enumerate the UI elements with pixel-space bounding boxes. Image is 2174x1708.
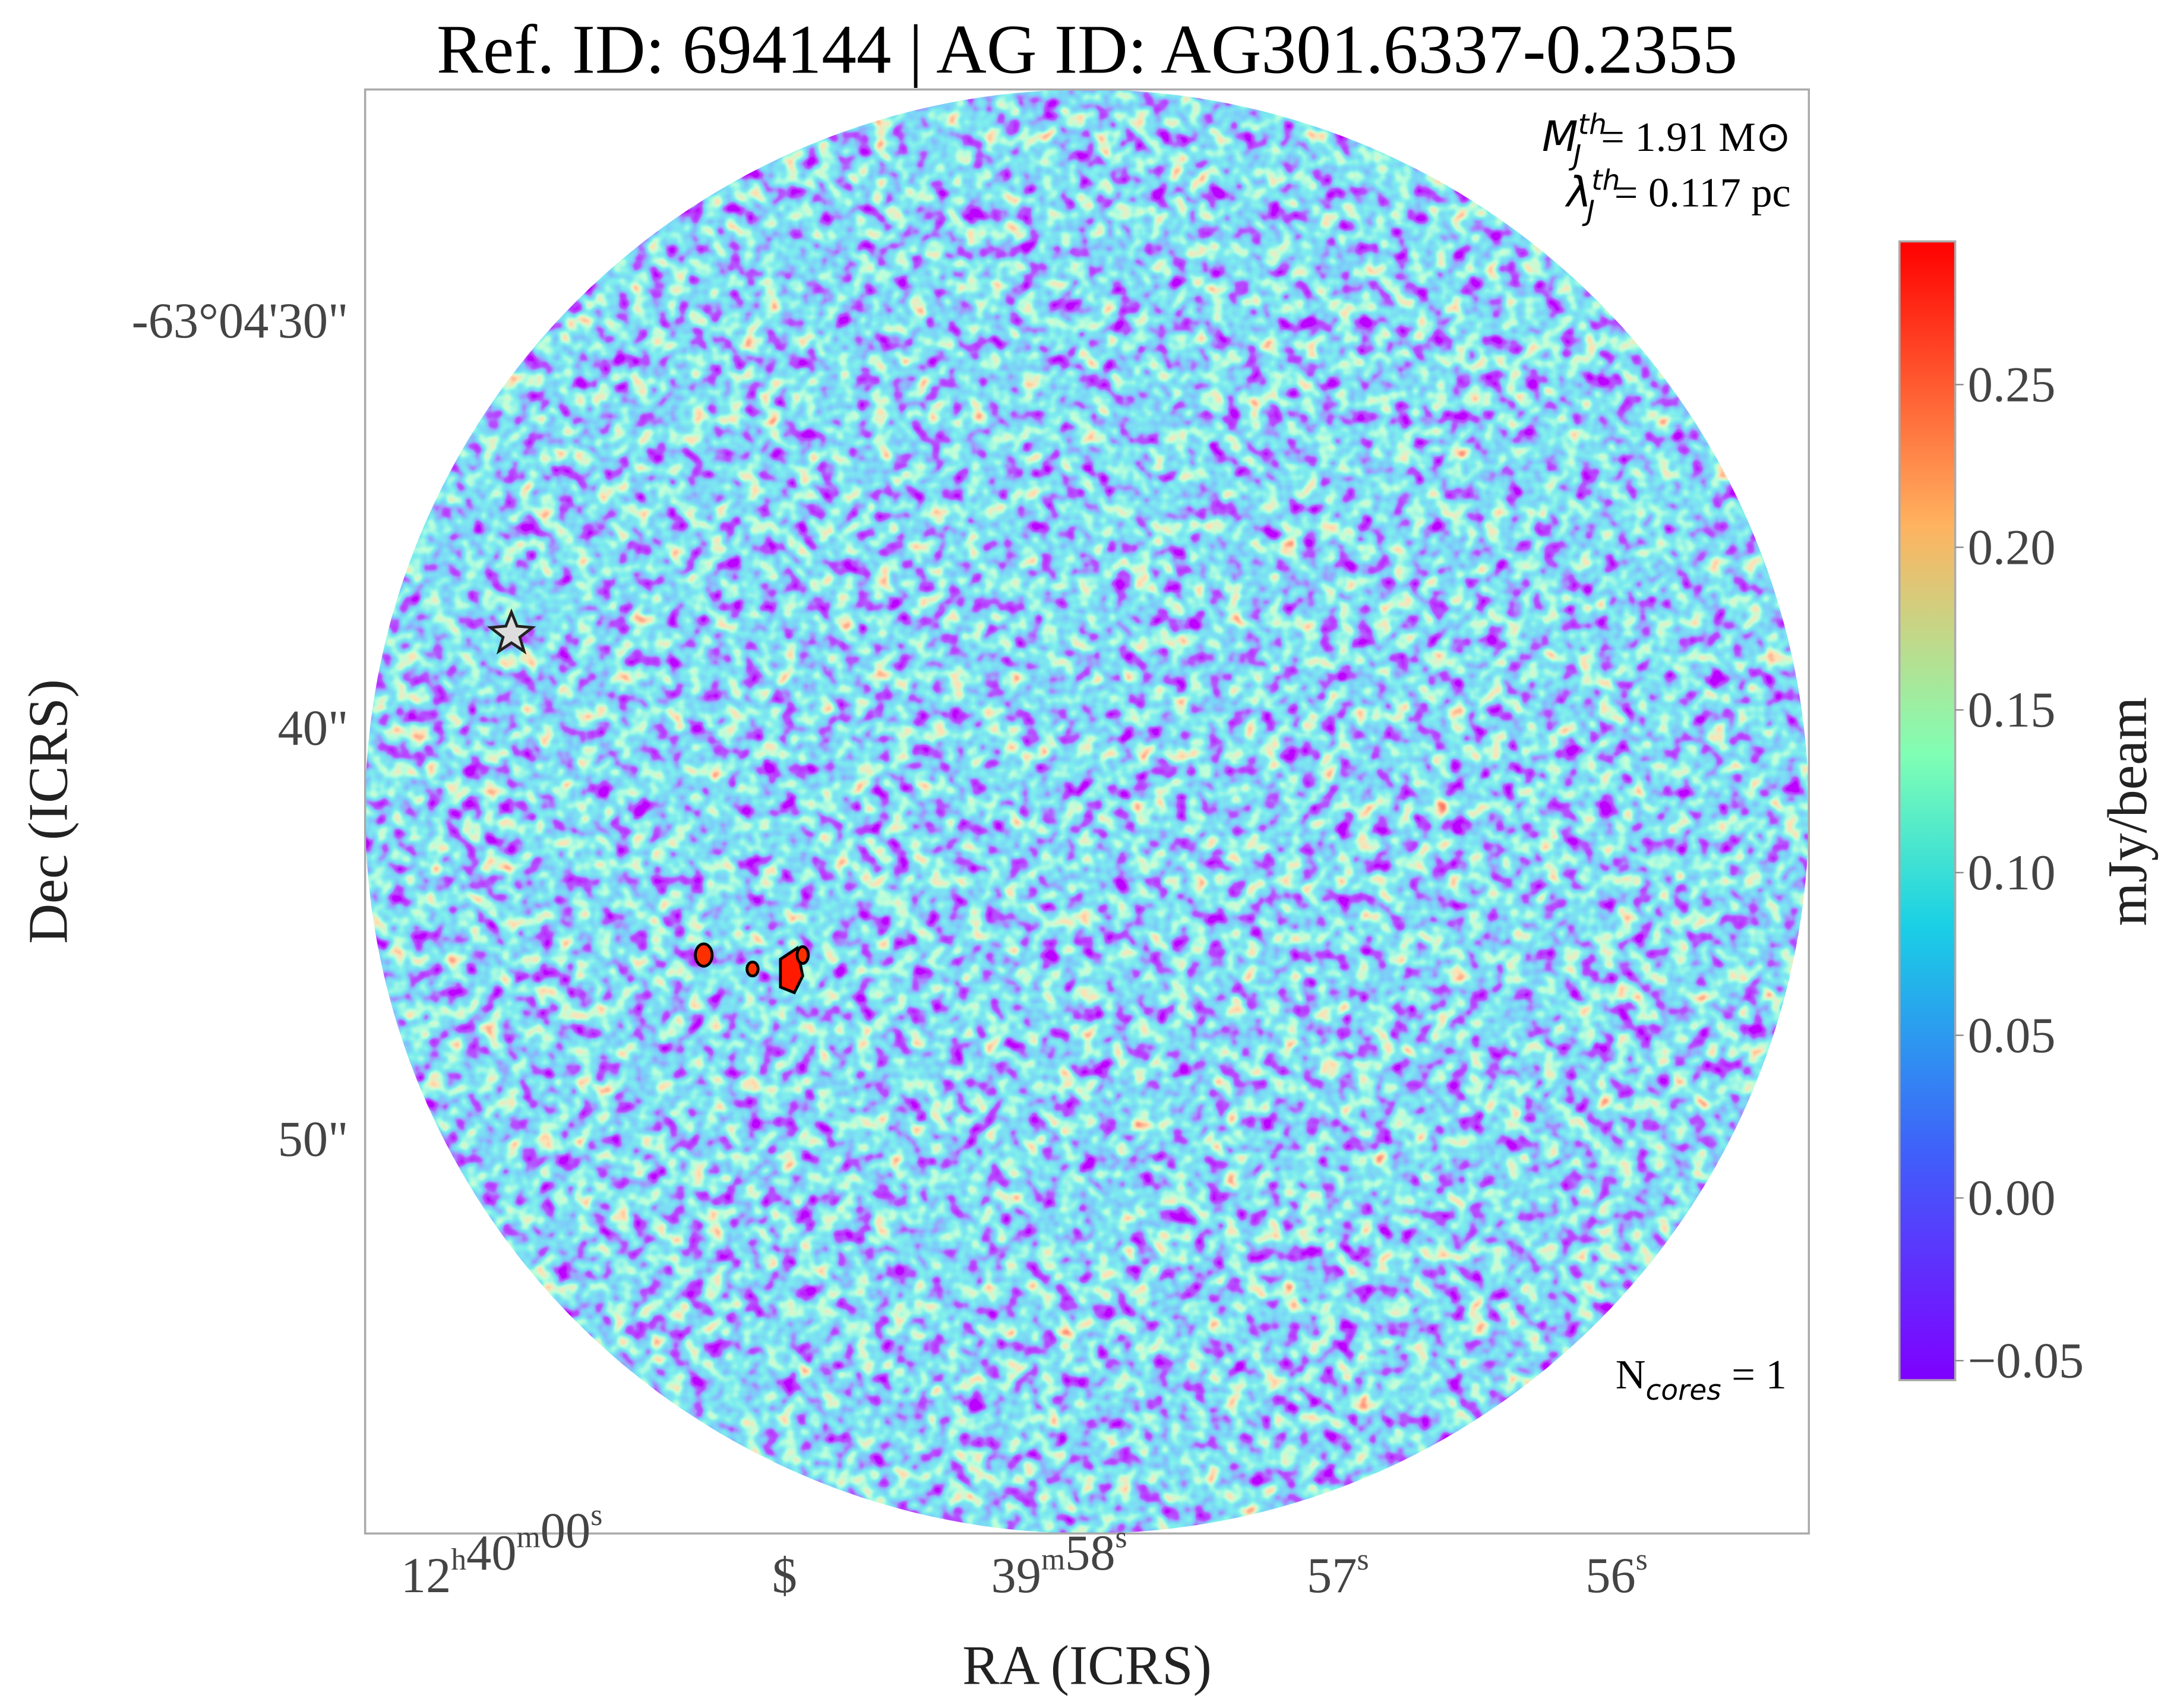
contour: [795, 945, 810, 965]
x-tick-label: 39m58s: [991, 1521, 1127, 1603]
annotation: Ncores = 1: [1616, 1352, 1787, 1407]
x-tick-label: 56s: [1585, 1543, 1648, 1603]
colorbar-tick-label: 0.05: [1968, 1008, 2056, 1063]
contour: [745, 960, 760, 978]
annotation-sup: th: [1591, 165, 1620, 197]
contour: [694, 942, 714, 968]
annotation-symbol: λ: [1565, 168, 1592, 217]
annotation-sup: th: [1578, 109, 1607, 141]
tick-text: 12: [401, 1548, 451, 1603]
tick-sup: m: [517, 1521, 541, 1555]
star-marker: [486, 608, 536, 655]
tick-text: 57: [1307, 1548, 1357, 1603]
colorbar-tick-label: 0.15: [1968, 683, 2056, 738]
y-axis-label: Dec (ICRS): [18, 679, 80, 944]
annotation-sub: cores: [1646, 1374, 1721, 1407]
y-tick-label: -63°04'30": [132, 293, 349, 349]
x-tick-label: 57s: [1307, 1543, 1369, 1603]
tick-text: 58: [1065, 1526, 1115, 1581]
tick-sup: s: [1636, 1543, 1648, 1577]
annotation-symbol: M: [1542, 112, 1578, 161]
annotation-text: = 0.117 pc: [1614, 170, 1791, 216]
annotation: Mth J = 1.91 M⊙: [1542, 109, 1791, 172]
colorbar-label: mJy/beam: [2097, 697, 2159, 926]
tick-text: 40: [466, 1526, 516, 1581]
plot-frame: [364, 88, 1810, 1535]
tick-text: 56: [1585, 1548, 1635, 1603]
colorbar-tick-label: 0.20: [1968, 520, 2056, 575]
tick-text: $: [772, 1548, 797, 1603]
annotation-symbol: N: [1616, 1352, 1646, 1398]
map: [365, 89, 1809, 1534]
y-tick-label: 40": [278, 700, 349, 756]
x-tick-label: $: [772, 1548, 797, 1603]
annotation-text: = 1: [1721, 1352, 1787, 1398]
colorbar-tick-label: 0.10: [1968, 845, 2056, 901]
tick-sup: s: [590, 1498, 602, 1532]
x-axis-label: RA (ICRS): [962, 1635, 1212, 1697]
y-tick-label: 50": [278, 1112, 349, 1167]
colorbar: [1898, 240, 1957, 1381]
annotation: λth J = 0.117 pc: [1565, 165, 1791, 228]
x-tick-label: 12h40m00s: [401, 1498, 602, 1603]
chart-title: Ref. ID: 694144 | AG ID: AG301.6337-0.23…: [437, 11, 1737, 88]
colorbar-tick-label: 0.25: [1968, 357, 2056, 412]
annotation-text: = 1.91 M⊙: [1601, 114, 1791, 160]
colorbar-tick-label: −0.05: [1968, 1333, 2084, 1388]
tick-sup: s: [1116, 1521, 1127, 1555]
tick-sup: s: [1357, 1543, 1369, 1577]
tick-text: 00: [541, 1504, 590, 1559]
intensity-map: [365, 89, 1809, 1534]
tick-text: 39: [991, 1548, 1041, 1603]
colorbar-tick-label: 0.00: [1968, 1171, 2056, 1226]
tick-sup: h: [451, 1543, 466, 1577]
tick-sup: m: [1041, 1543, 1065, 1577]
